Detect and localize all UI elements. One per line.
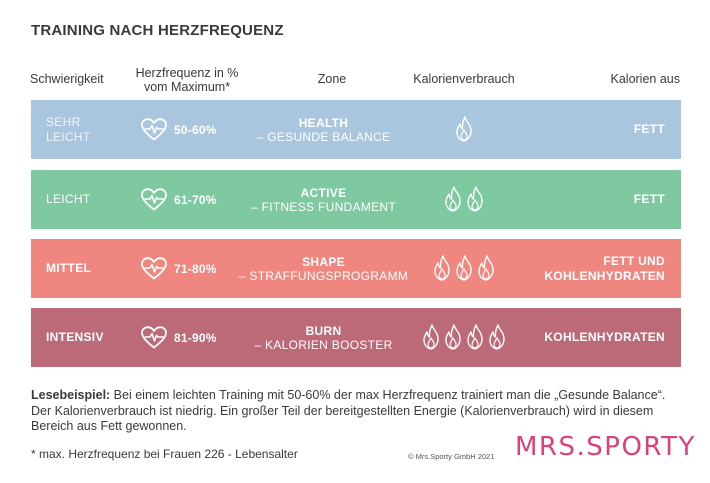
flame-icon bbox=[456, 116, 472, 142]
zone-description: – STRAFFUNGSPROGRAMM bbox=[238, 268, 409, 283]
zone-description: – KALORIEN BOOSTER bbox=[254, 337, 393, 352]
header-kalorienverbrauch: Kalorienverbrauch bbox=[413, 72, 515, 86]
zone-name: SHAPE bbox=[302, 254, 345, 269]
flame-icon bbox=[467, 324, 483, 350]
flame-icon bbox=[456, 255, 472, 281]
zone-description: – GESUNDE BALANCE bbox=[256, 129, 391, 144]
difficulty-line1: INTENSIV bbox=[46, 330, 104, 344]
zone-name: ACTIVE bbox=[300, 185, 347, 200]
calorie-burn-flames bbox=[456, 116, 472, 143]
heart-pulse-icon bbox=[141, 257, 167, 280]
footnote: * max. Herzfrequenz bei Frauen 226 - Leb… bbox=[31, 447, 298, 461]
zone-row: MITTEL 71-80% SHAPE – STRAFFUNGSPROGRAMM FET… bbox=[31, 239, 681, 298]
heart-rate-percent: 81-90% bbox=[174, 330, 217, 345]
heart-rate-percent: 71-80% bbox=[174, 261, 217, 276]
difficulty-line2: LEICHT bbox=[46, 129, 91, 144]
flame-icon bbox=[423, 324, 439, 350]
difficulty-line1: LEICHT bbox=[46, 192, 91, 206]
calorie-source: FETT UND KOHLENHYDRATEN bbox=[544, 239, 665, 298]
calorie-source: KOHLENHYDRATEN bbox=[544, 308, 665, 367]
zone-row: INTENSIV 81-90% BURN – KALORIEN BOOSTER KOHL… bbox=[31, 308, 681, 367]
header-herzfrequenz: Herzfrequenz in % vom Maximum* bbox=[128, 66, 246, 94]
zone-row: LEICHT 61-70% ACTIVE – FITNESS FUNDAMENT FET… bbox=[31, 170, 681, 229]
brand-logo: MRS.SPORTY bbox=[515, 432, 696, 462]
header-herzfrequenz-line2: vom Maximum* bbox=[143, 80, 231, 94]
header-kalorien-aus: Kalorien aus bbox=[610, 72, 681, 86]
calorie-burn-flames bbox=[445, 186, 483, 213]
zone-description: – FITNESS FUNDAMENT bbox=[250, 199, 397, 214]
flame-icon bbox=[489, 324, 505, 350]
calorie-source: FETT bbox=[634, 100, 665, 159]
zone-label: ACTIVE – FITNESS FUNDAMENT bbox=[236, 170, 411, 229]
zone-label: BURN – KALORIEN BOOSTER bbox=[236, 308, 411, 367]
calorie-source-line1: FETT bbox=[633, 192, 665, 206]
header-herzfrequenz-line1: Herzfrequenz in % bbox=[135, 66, 239, 80]
difficulty-line1: SEHR bbox=[46, 114, 81, 129]
difficulty-line1: MITTEL bbox=[46, 261, 92, 275]
heart-pulse-icon bbox=[141, 118, 167, 141]
header-schwierigkeit: Schwierigkeit bbox=[30, 72, 104, 86]
zone-label: SHAPE – STRAFFUNGSPROGRAMM bbox=[236, 239, 411, 298]
flame-icon bbox=[445, 186, 461, 212]
difficulty-label: MITTEL bbox=[46, 239, 91, 298]
header-zone: Zone bbox=[317, 72, 347, 86]
flame-icon bbox=[467, 186, 483, 212]
calorie-burn-flames bbox=[423, 324, 505, 351]
zone-row: SEHR LEICHT 50-60% HEALTH – GESUNDE BALANCE F… bbox=[31, 100, 681, 159]
calorie-source-line1: KOHLENHYDRATEN bbox=[544, 330, 665, 344]
heart-pulse-icon bbox=[141, 326, 167, 349]
difficulty-label: SEHR LEICHT bbox=[46, 100, 90, 159]
flame-icon bbox=[434, 255, 450, 281]
calorie-source: FETT bbox=[634, 170, 665, 229]
flame-icon bbox=[445, 324, 461, 350]
heart-rate-percent: 50-60% bbox=[174, 122, 217, 137]
flame-icon bbox=[478, 255, 494, 281]
difficulty-label: LEICHT bbox=[46, 170, 90, 229]
calorie-burn-flames bbox=[434, 255, 494, 282]
calorie-source-line1: FETT UND bbox=[603, 253, 665, 268]
reading-example-label: Lesebeispiel: bbox=[31, 388, 111, 402]
calorie-source-line1: FETT bbox=[633, 122, 665, 136]
difficulty-label: INTENSIV bbox=[46, 308, 104, 367]
calorie-source-line2: KOHLENHYDRATEN bbox=[544, 268, 665, 283]
reading-example-text: Bei einem leichten Training mit 50-60% d… bbox=[31, 388, 666, 433]
copyright: © Mrs.Sporty GmbH 2021 bbox=[408, 452, 495, 461]
zone-name: HEALTH bbox=[298, 115, 349, 130]
zone-name: BURN bbox=[305, 323, 342, 338]
heart-rate-percent: 61-70% bbox=[174, 192, 217, 207]
page-title: TRAINING NACH HERZFREQUENZ bbox=[31, 22, 284, 39]
reading-example: Lesebeispiel: Bei einem leichten Trainin… bbox=[31, 388, 683, 435]
heart-pulse-icon bbox=[141, 188, 167, 211]
zone-label: HEALTH – GESUNDE BALANCE bbox=[236, 100, 411, 159]
